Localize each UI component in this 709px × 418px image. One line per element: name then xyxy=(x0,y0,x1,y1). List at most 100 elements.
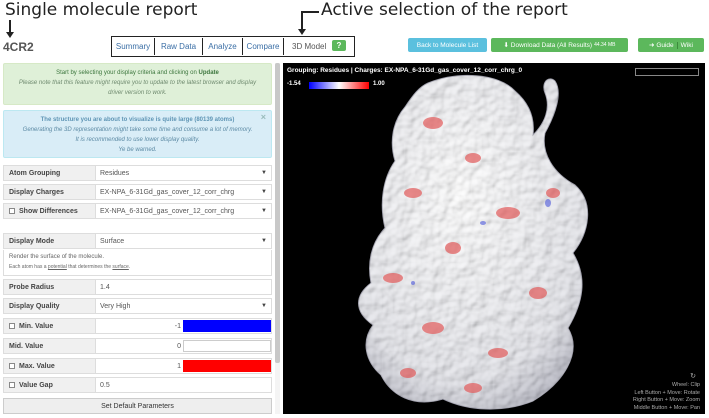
probe-radius-label: Probe Radius xyxy=(4,280,96,294)
display-charges-value: EX-NPA_6-31Gd_gas_cover_12_corr_chrg xyxy=(100,188,235,196)
max-value-text: Max. Value xyxy=(19,362,55,370)
display-mode-row: Display Mode Surface ▼ xyxy=(3,233,272,249)
tab-summary[interactable]: Summary xyxy=(112,38,155,55)
help-pan: Middle Button + Move: Pan xyxy=(633,404,700,411)
molecule-id: 4CR2 xyxy=(3,40,34,54)
download-label: Download Data (All Results) xyxy=(510,41,593,49)
annotation-arrow-right-vertical xyxy=(301,11,303,30)
show-differences-select[interactable]: EX-NPA_6-31Gd_gas_cover_12_corr_chrg ▼ xyxy=(96,204,271,218)
atom-grouping-row: Atom Grouping Residues ▼ xyxy=(3,165,272,181)
help-rotate: Left Button + Move: Rotate xyxy=(634,389,700,396)
scrollbar-thumb[interactable] xyxy=(275,63,280,363)
viewer-controls-help: Wheel: Clip Left Button + Move: Rotate R… xyxy=(633,382,700,412)
max-value-label: Max. Value xyxy=(4,359,96,373)
molecule-3d-viewer[interactable]: Grouping: Residues | Charges: EX-NPA_6-3… xyxy=(283,63,705,414)
help-text-part: that determines the xyxy=(68,264,112,270)
display-charges-select[interactable]: EX-NPA_6-31Gd_gas_cover_12_corr_chrg ▼ xyxy=(96,185,271,199)
close-icon[interactable]: × xyxy=(260,112,266,122)
start-alert-note: Please note that this feature might requ… xyxy=(18,80,257,96)
charge-patches xyxy=(383,117,560,393)
large-structure-line-1: Generating the 3D representation might t… xyxy=(22,127,253,133)
display-quality-label: Display Quality xyxy=(4,299,96,313)
large-structure-line-3: Ye be warned. xyxy=(118,147,157,153)
atom-grouping-select[interactable]: Residues ▼ xyxy=(96,166,271,180)
value-gap-label: Value Gap xyxy=(4,378,96,392)
tab-raw-data[interactable]: Raw Data xyxy=(155,38,203,55)
left-panel-scrollbar[interactable] xyxy=(275,63,280,414)
mid-value-input[interactable]: 0 xyxy=(177,342,181,350)
value-gap-row: Value Gap 0.5 xyxy=(3,377,272,393)
download-size: 44.34 MB xyxy=(594,42,616,48)
help-icon[interactable]: ? xyxy=(332,40,346,51)
value-gap-input[interactable]: 0.5 xyxy=(100,381,110,389)
max-color-swatch[interactable] xyxy=(183,360,271,372)
chevron-down-icon: ▼ xyxy=(261,189,267,195)
max-value-row: Max. Value 1 xyxy=(3,358,272,374)
tab-3d-model[interactable]: 3D Model xyxy=(292,42,327,51)
annotation-arrowhead-left xyxy=(6,32,14,38)
min-value-checkbox[interactable] xyxy=(9,323,15,329)
reset-view-icon[interactable]: ↻ xyxy=(690,373,696,380)
back-to-molecule-list-button[interactable]: Back to Molecule List xyxy=(408,38,487,52)
annotation-single-molecule-report: Single molecule report xyxy=(5,0,198,20)
display-mode-select[interactable]: Surface ▼ xyxy=(96,234,271,248)
display-mode-value: Surface xyxy=(100,237,125,245)
display-charges-label: Display Charges xyxy=(4,185,96,199)
atom-grouping-label: Atom Grouping xyxy=(4,166,96,180)
show-differences-row: Show Differences EX-NPA_6-31Gd_gas_cover… xyxy=(3,203,272,219)
min-value-text: Min. Value xyxy=(19,322,54,330)
guide-wiki-group: ➜ Guide Wiki xyxy=(638,38,704,52)
annotation-arrow-right xyxy=(301,11,319,13)
display-mode-help-line-1: Render the surface of the molecule. xyxy=(9,254,105,260)
value-gap-checkbox[interactable] xyxy=(9,382,15,388)
wiki-button[interactable]: Wiki xyxy=(676,41,693,49)
set-default-parameters-button[interactable]: Set Default Parameters xyxy=(3,398,272,414)
max-value-checkbox[interactable] xyxy=(9,363,15,369)
help-text-part: Each atom has a xyxy=(9,264,47,270)
help-zoom: Right Button + Move: Zoom xyxy=(632,397,700,403)
min-value-input[interactable]: -1 xyxy=(174,322,181,330)
min-value-label: Min. Value xyxy=(4,319,96,333)
chevron-down-icon: ▼ xyxy=(261,170,267,176)
annotation-active-selection: Active selection of the report xyxy=(321,0,568,20)
max-value-field: 1 xyxy=(96,359,271,373)
show-differences-checkbox[interactable] xyxy=(9,208,15,214)
chevron-down-icon: ▼ xyxy=(261,238,267,244)
show-differences-label: Show Differences xyxy=(4,204,96,218)
min-color-swatch[interactable] xyxy=(183,320,271,332)
tab-analyze[interactable]: Analyze xyxy=(203,38,243,55)
potential-term: potential xyxy=(47,264,67,270)
protein-surface-shape xyxy=(358,74,589,410)
mid-value-field: 0 xyxy=(96,339,271,353)
download-data-button[interactable]: ⬇ Download Data (All Results) 44.34 MB xyxy=(491,38,628,52)
min-value-row: Min. Value -1 xyxy=(3,318,272,334)
mid-color-swatch[interactable] xyxy=(183,340,271,352)
update-link[interactable]: Update xyxy=(198,70,219,76)
report-tabs-frame xyxy=(111,36,355,57)
display-quality-select[interactable]: Very High ▼ xyxy=(96,299,271,313)
scale-max-label: 1.00 xyxy=(373,81,385,87)
download-icon: ⬇ xyxy=(503,42,511,49)
display-quality-row: Display Quality Very High ▼ xyxy=(3,298,272,314)
min-value-field: -1 xyxy=(96,319,271,333)
chevron-down-icon: ▼ xyxy=(261,208,267,214)
display-mode-help: Render the surface of the molecule. Each… xyxy=(3,250,272,276)
tab-compare[interactable]: Compare xyxy=(243,38,284,55)
value-gap-text: Value Gap xyxy=(19,381,53,389)
probe-radius-input[interactable]: 1.4 xyxy=(100,283,110,291)
large-structure-heading: The structure you are about to visualize… xyxy=(40,117,235,123)
start-alert-line: Start by selecting your display criteria… xyxy=(12,68,263,78)
mid-value-label: Mid. Value xyxy=(4,339,96,353)
atom-grouping-value: Residues xyxy=(100,169,130,177)
start-alert-text: Start by selecting your display criteria… xyxy=(56,70,197,76)
guide-button[interactable]: Guide xyxy=(656,41,674,49)
guide-icon: ➜ xyxy=(649,42,657,49)
surface-term: surface xyxy=(112,264,129,270)
molecule-surface xyxy=(358,74,589,410)
help-wheel: Wheel: Clip xyxy=(671,382,700,388)
annotation-arrowhead-right xyxy=(298,29,306,35)
scale-min-label: -1.54 xyxy=(287,81,301,87)
max-value-input[interactable]: 1 xyxy=(177,362,181,370)
show-differences-text: Show Differences xyxy=(19,207,78,215)
